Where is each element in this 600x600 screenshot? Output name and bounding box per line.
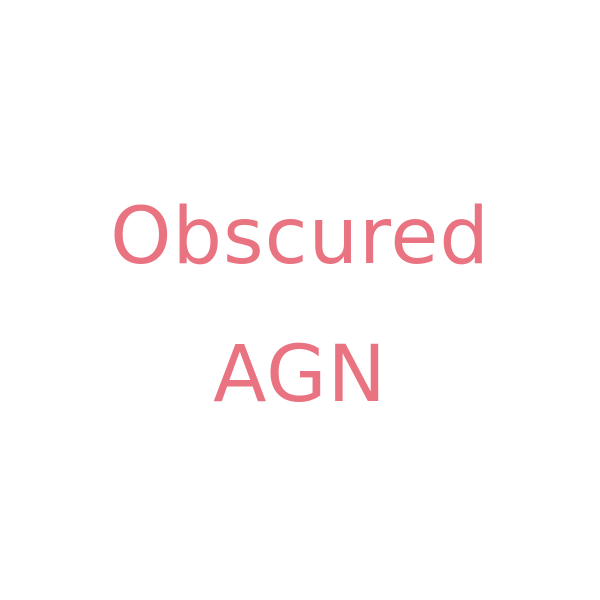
title-line-1: Obscured [110, 192, 490, 282]
title-line-2: AGN [213, 330, 387, 420]
